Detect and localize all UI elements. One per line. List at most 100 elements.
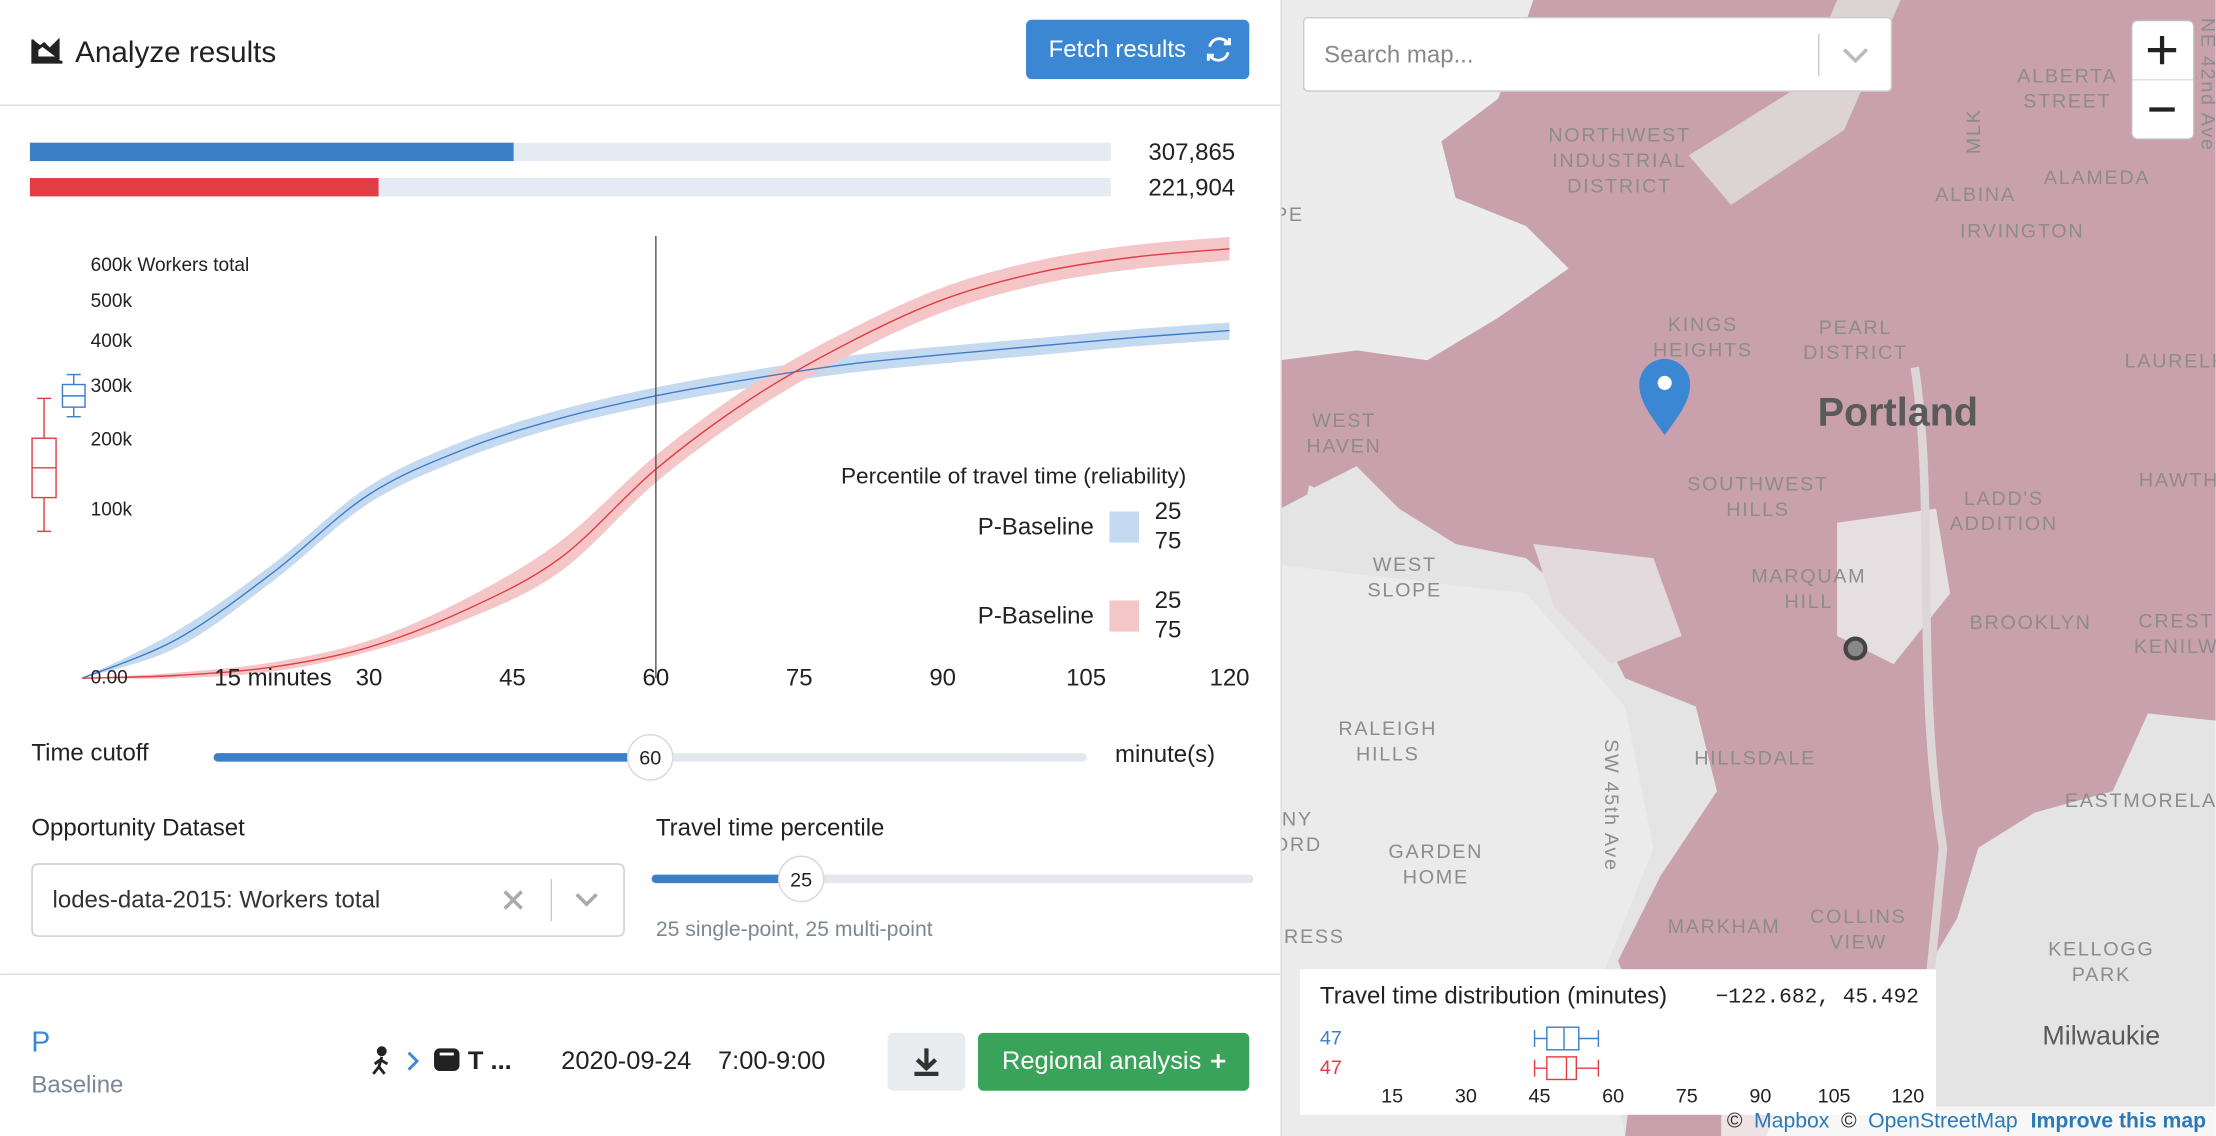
map-label: ALAMEDA bbox=[2044, 167, 2150, 189]
map-label: ALBERTA bbox=[2017, 65, 2117, 87]
city-label: Portland bbox=[1818, 391, 1978, 435]
map-label: BROOKLYN bbox=[1970, 612, 2092, 634]
dataset-select[interactable] bbox=[31, 863, 625, 937]
street-label: NE 42nd Ave bbox=[2196, 18, 2216, 152]
legend-percentile: 75 bbox=[1155, 617, 1182, 644]
attribution-link[interactable]: Improve this map bbox=[2031, 1109, 2206, 1132]
map-label: PARK bbox=[2072, 964, 2131, 986]
slider-label: Time cutoff bbox=[31, 740, 149, 767]
legend-label: P-Baseline bbox=[978, 514, 1094, 541]
slider-unit: minute(s) bbox=[1115, 741, 1215, 768]
town-label: Milwaukie bbox=[2042, 1021, 2160, 1051]
legend-title: Percentile of travel time (reliability) bbox=[841, 464, 1186, 489]
slider-handle[interactable] bbox=[777, 855, 825, 903]
attribution-link[interactable]: Mapbox bbox=[1754, 1109, 1830, 1132]
scenario-name: Baseline bbox=[31, 1072, 123, 1099]
x-tick-label: 120 bbox=[1209, 665, 1249, 692]
map-label: ADDITION bbox=[1950, 513, 2058, 535]
x-tick-label: 30 bbox=[356, 665, 383, 692]
map-label: SOUTHWEST bbox=[1687, 474, 1829, 496]
x-tick-label: 75 bbox=[786, 665, 813, 692]
map-label: HILLS bbox=[1726, 499, 1789, 521]
map-label: GARDEN bbox=[1388, 841, 1483, 863]
river bbox=[1910, 366, 1948, 990]
map-pin-dot bbox=[1657, 375, 1672, 390]
map-search[interactable]: Search map... bbox=[1302, 16, 1893, 92]
date: 2020-09-24 bbox=[561, 1047, 691, 1075]
map-label: INDUSTRIAL bbox=[1552, 150, 1686, 172]
chevron[interactable] bbox=[575, 893, 598, 907]
map-label: CREST bbox=[2138, 611, 2213, 633]
bar-value: 221,904 bbox=[1148, 174, 1235, 201]
isochrone bbox=[1280, 0, 2216, 1136]
x-tick-label: 120 bbox=[1891, 1085, 1924, 1107]
map-label: MARKHAM bbox=[1668, 916, 1781, 938]
attribution-text: © bbox=[1727, 1109, 1743, 1132]
regional-button-label: Regional analysis bbox=[1002, 1047, 1201, 1075]
y-tick-label: 500k bbox=[91, 291, 133, 312]
legend-percentile: 75 bbox=[1155, 528, 1182, 555]
map[interactable]: NORTHWEST INDUSTRIAL DISTRICT ALBERTA STREET… bbox=[1273, 0, 2216, 1136]
map-label: KELLOGG bbox=[2048, 938, 2154, 960]
map-label: HILLSDALE bbox=[1694, 748, 1816, 770]
street-label: MLK bbox=[1963, 109, 1985, 155]
box bbox=[1546, 1056, 1578, 1081]
search-box[interactable] bbox=[1302, 16, 1893, 92]
mode-label: T ... bbox=[468, 1047, 512, 1075]
zoom-controls bbox=[2130, 19, 2195, 140]
fetch-button[interactable] bbox=[1026, 19, 1250, 80]
plus-icon bbox=[1211, 1054, 1226, 1069]
slider-value: 60 bbox=[639, 748, 661, 770]
street-label: SW 45th Ave bbox=[1600, 739, 1622, 872]
popup-box bbox=[1300, 969, 1936, 1115]
legend-swatch bbox=[1109, 600, 1140, 632]
map-label: LAURELH bbox=[2125, 351, 2216, 373]
map-label: DISTRICT bbox=[1803, 342, 1908, 364]
map-label: KENILW bbox=[2134, 636, 2216, 658]
map-label: ORD bbox=[1273, 834, 1322, 856]
legend-swatch bbox=[1109, 511, 1140, 543]
box bbox=[1546, 1026, 1580, 1051]
slider-handle[interactable] bbox=[626, 734, 674, 781]
attribution-bg bbox=[1721, 1106, 2216, 1136]
map-label: HAWTH bbox=[2139, 469, 2216, 491]
bar bbox=[29, 178, 379, 197]
slider-value: 25 bbox=[790, 869, 812, 891]
isochrone bbox=[1280, 395, 1322, 509]
percentile-note: 25 single-point, 25 multi-point bbox=[656, 918, 933, 941]
x-tick-label: 60 bbox=[1602, 1085, 1624, 1107]
attribution-text: © bbox=[1841, 1109, 1857, 1132]
fetch-button-label: Fetch results bbox=[1049, 36, 1186, 63]
x-tick-label: 90 bbox=[1749, 1085, 1771, 1107]
y-tick-label: 100k bbox=[91, 499, 133, 520]
map-label: SLOPE bbox=[1368, 580, 1442, 602]
y-tick-label: 600k Workers total bbox=[91, 255, 250, 276]
chart-icon bbox=[31, 37, 63, 64]
regional-button[interactable] bbox=[978, 1032, 1250, 1091]
map-label: MARQUAM bbox=[1751, 565, 1866, 587]
map-label: HAVEN bbox=[1306, 435, 1381, 457]
project-name[interactable]: P bbox=[31, 1025, 50, 1057]
map-pin[interactable] bbox=[1639, 358, 1691, 436]
map-label: RALEIGH bbox=[1338, 718, 1437, 740]
legend-percentile: 25 bbox=[1155, 498, 1182, 525]
map-label: HILLS bbox=[1356, 744, 1419, 766]
map-label: NY bbox=[1282, 809, 1313, 831]
map-labels: NORTHWEST INDUSTRIAL DISTRICT ALBERTA STREET… bbox=[1273, 18, 2216, 1051]
legend-label: P-Baseline bbox=[978, 603, 1094, 630]
point-marker bbox=[1843, 636, 1868, 661]
walk-icon bbox=[372, 1056, 389, 1075]
map-label: PEARL bbox=[1819, 317, 1892, 339]
x-tick-label: 75 bbox=[1676, 1085, 1698, 1107]
map-label: NORTHWEST bbox=[1548, 125, 1690, 147]
refresh-icon bbox=[1206, 37, 1231, 62]
attribution-link[interactable]: OpenStreetMap bbox=[1868, 1109, 2018, 1132]
time-window: 7:00-9:00 bbox=[718, 1047, 825, 1075]
zoom-in[interactable] bbox=[2147, 36, 2177, 65]
clear-icon[interactable] bbox=[503, 890, 523, 910]
y-tick-label: 400k bbox=[91, 331, 133, 352]
distribution-popup: Travel time distribution (minutes) −122.… bbox=[1300, 969, 1936, 1115]
attribution: © Mapbox © OpenStreetMap Improve this ma… bbox=[1727, 1109, 2206, 1132]
chevron bbox=[407, 1051, 420, 1071]
